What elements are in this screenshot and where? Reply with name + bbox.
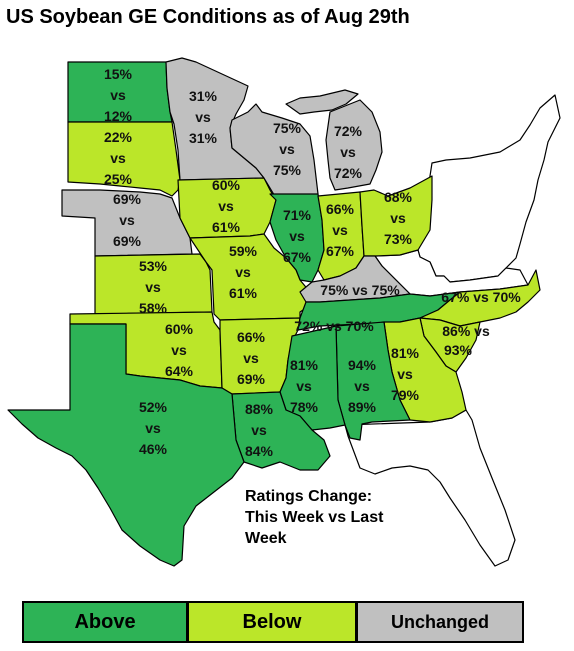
state-sd (67, 121, 181, 197)
label-la-this: 88% (245, 401, 274, 417)
note-line-1: Ratings Change: (245, 488, 373, 505)
legend-above: Above (22, 601, 188, 643)
label-ok-last: 64% (165, 363, 194, 379)
label-mn-this: 31% (189, 88, 218, 104)
label-ia-last: 61% (212, 219, 241, 235)
us-state-map: 15% vs 12% 31% vs 31% 22% vs 25% 75% vs 75% 72% vs 72%… (7, 57, 561, 567)
label-il-this: 71% (283, 207, 312, 223)
note-line-3: Week (245, 530, 287, 547)
label-mo-this: 59% (229, 243, 258, 259)
label-wi-last: 75% (273, 162, 302, 178)
state-northeast (417, 94, 561, 283)
label-nc: 67% vs 70% (441, 289, 521, 305)
label-oh-last: 73% (384, 231, 413, 247)
label-ky: 75% vs 75% (320, 282, 400, 298)
legend-unchanged: Unchanged (356, 601, 524, 643)
label-ar-vs: vs (243, 350, 259, 366)
label-ga-last: 79% (391, 387, 420, 403)
label-in-this: 66% (326, 201, 355, 217)
label-il-last: 67% (283, 249, 312, 265)
label-al-vs: vs (354, 378, 370, 394)
state-la (231, 391, 331, 471)
label-ms-vs: vs (296, 378, 312, 394)
label-tx-vs: vs (145, 420, 161, 436)
state-tx (7, 323, 245, 567)
state-florida (344, 409, 516, 567)
legend-below-label: Below (242, 610, 302, 633)
label-ar-this: 66% (237, 329, 266, 345)
note-line-2: This Week vs Last (245, 509, 384, 526)
label-sc-last: 93% (444, 342, 473, 358)
label-nd-vs: vs (110, 87, 126, 103)
label-ga-vs: vs (397, 366, 413, 382)
legend-above-label: Above (74, 610, 136, 633)
label-al-this: 94% (348, 357, 377, 373)
map-title: US Soybean GE Conditions as of Aug 29th (6, 6, 410, 28)
label-mo-vs: vs (235, 264, 251, 280)
label-nd-this: 15% (104, 66, 133, 82)
label-nd-last: 12% (104, 108, 133, 124)
label-ga-this: 81% (391, 345, 420, 361)
state-mi-up (285, 89, 359, 115)
label-ne-last: 69% (113, 233, 142, 249)
label-oh-vs: vs (390, 210, 406, 226)
label-ks-vs: vs (145, 279, 161, 295)
label-mi-this: 72% (334, 123, 363, 139)
label-ms-this: 81% (290, 357, 319, 373)
label-wi-this: 75% (273, 120, 302, 136)
label-ms-last: 78% (290, 399, 319, 415)
label-sc-this: 86% vs (442, 323, 490, 339)
label-oh-this: 68% (384, 189, 413, 205)
label-ia-this: 60% (212, 177, 241, 193)
label-mi-last: 72% (334, 165, 363, 181)
state-mi (325, 99, 383, 191)
label-mn-vs: vs (195, 109, 211, 125)
label-ne-this: 69% (113, 191, 142, 207)
legend-unchanged-label: Unchanged (390, 611, 489, 632)
label-ks-this: 53% (139, 258, 168, 274)
label-la-vs: vs (251, 422, 267, 438)
label-tx-last: 46% (139, 441, 168, 457)
label-ar-last: 69% (237, 371, 266, 387)
label-tx-this: 52% (139, 399, 168, 415)
label-ok-vs: vs (171, 342, 187, 358)
label-ok-this: 60% (165, 321, 194, 337)
label-il-vs: vs (289, 228, 305, 244)
label-sd-vs: vs (110, 150, 126, 166)
state-wi (229, 103, 319, 199)
label-ks-last: 58% (139, 300, 168, 316)
label-mi-vs: vs (340, 144, 356, 160)
label-in-vs: vs (332, 222, 348, 238)
label-ia-vs: vs (218, 198, 234, 214)
label-mo-last: 61% (229, 285, 258, 301)
label-al-last: 89% (348, 399, 377, 415)
legend-below: Below (187, 601, 357, 643)
label-in-last: 67% (326, 243, 355, 259)
label-ne-vs: vs (119, 212, 135, 228)
label-la-last: 84% (245, 443, 274, 459)
label-sd-last: 25% (104, 171, 133, 187)
ratings-change-note: Ratings Change: This Week vs Last Week (245, 486, 445, 549)
label-sd-this: 22% (104, 129, 133, 145)
label-wi-vs: vs (279, 141, 295, 157)
state-nc (419, 269, 541, 327)
label-mn-last: 31% (189, 130, 218, 146)
label-tn: 72% vs 70% (294, 318, 374, 334)
